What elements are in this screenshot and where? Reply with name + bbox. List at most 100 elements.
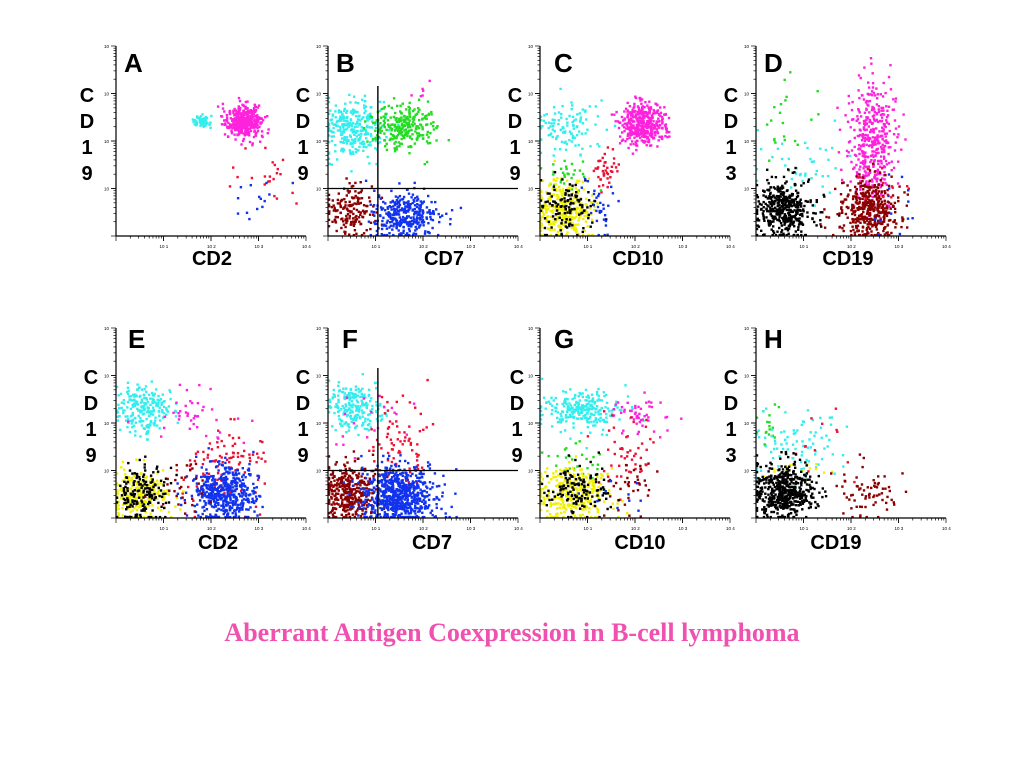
data-point-darkred — [858, 207, 862, 210]
data-point-yellow — [576, 191, 580, 195]
data-point-cyan — [345, 109, 349, 113]
data-point-darkred — [825, 215, 828, 219]
data-point-yellow — [150, 491, 153, 495]
data-point-magenta — [871, 94, 874, 97]
data-point-black — [772, 194, 775, 197]
data-point-black — [565, 189, 568, 192]
data-point-red — [598, 159, 601, 163]
data-point-magenta — [163, 426, 166, 430]
data-point-yellow — [541, 211, 545, 214]
data-point-magenta — [626, 122, 629, 126]
data-point-darkred — [842, 224, 846, 227]
data-point-blue — [380, 233, 383, 236]
data-point-black — [760, 229, 763, 232]
data-point-cyan — [382, 100, 386, 104]
data-point-magenta — [422, 89, 425, 92]
data-point-cyan — [210, 114, 213, 118]
data-point-cyan — [397, 123, 400, 127]
y-tick-label: 10 — [528, 44, 534, 49]
data-point-cyan — [122, 411, 125, 415]
data-point-blue — [372, 204, 376, 207]
data-point-green — [397, 141, 400, 144]
data-point-black — [798, 217, 801, 220]
data-point-magenta — [855, 119, 858, 122]
data-point-darkred — [344, 204, 347, 207]
data-point-yellow — [587, 177, 591, 180]
data-point-magenta — [237, 116, 240, 119]
data-point-magenta — [882, 174, 886, 177]
data-point-cyan — [550, 122, 553, 125]
data-point-cyan — [205, 122, 208, 126]
data-point-magenta — [237, 108, 241, 112]
data-point-cyan — [158, 427, 161, 430]
data-point-black — [567, 206, 571, 209]
data-point-red — [606, 172, 610, 176]
data-point-yellow — [578, 216, 581, 220]
data-point-darkred — [861, 197, 864, 200]
data-point-darkred — [897, 196, 900, 199]
data-point-blue — [391, 217, 394, 221]
data-point-red — [611, 170, 614, 173]
data-point-magenta — [646, 132, 649, 135]
data-point-darkred — [852, 206, 856, 209]
data-point-darkred — [889, 202, 893, 205]
data-point-cyan — [605, 128, 608, 131]
data-point-cyan — [539, 138, 543, 141]
data-point-darkred — [374, 219, 377, 223]
data-point-yellow — [584, 203, 588, 206]
data-point-black — [784, 199, 787, 202]
data-point-red — [594, 167, 597, 170]
y-axis-label-char: 1 — [725, 137, 737, 159]
data-point-green — [379, 122, 382, 125]
data-point-blue — [415, 218, 418, 221]
data-point-black — [563, 200, 567, 203]
data-point-magenta — [858, 121, 861, 125]
data-point-magenta — [175, 401, 178, 404]
data-point-black — [553, 200, 556, 203]
data-point-darkred — [345, 217, 348, 220]
data-point-darkred — [335, 229, 338, 233]
data-point-red — [221, 461, 224, 464]
data-point-green — [566, 172, 569, 175]
data-point-blue — [432, 211, 435, 214]
data-point-darkred — [874, 216, 877, 219]
data-point-magenta — [644, 110, 648, 114]
data-point-red — [606, 166, 609, 169]
data-point-cyan — [132, 402, 136, 406]
data-point-magenta — [634, 96, 638, 100]
data-point-cyan — [143, 396, 146, 400]
data-point-magenta — [240, 130, 243, 134]
data-point-cyan — [813, 204, 816, 207]
data-point-magenta — [250, 126, 253, 129]
data-point-green — [387, 123, 390, 126]
data-point-cyan — [360, 129, 363, 132]
data-point-darkred — [877, 201, 880, 204]
data-point-yellow — [126, 494, 130, 498]
data-point-darkred — [844, 198, 848, 201]
data-point-magenta — [879, 192, 883, 196]
data-point-black — [543, 226, 547, 230]
data-point-yellow — [541, 215, 544, 218]
data-point-magenta — [640, 113, 643, 116]
data-point-black — [762, 214, 765, 217]
data-point-green — [384, 117, 387, 120]
data-point-magenta — [238, 119, 241, 123]
data-point-yellow — [559, 213, 562, 217]
data-point-magenta — [864, 160, 867, 164]
data-point-black — [762, 233, 765, 237]
data-point-yellow — [137, 494, 141, 497]
data-point-magenta — [621, 119, 625, 122]
data-point-green — [817, 113, 820, 116]
data-point-magenta — [876, 93, 880, 96]
data-point-blue — [415, 210, 418, 213]
data-point-green — [393, 129, 397, 132]
data-point-magenta — [178, 383, 182, 387]
data-point-darkred — [864, 199, 867, 202]
data-point-magenta — [623, 117, 626, 120]
data-point-black — [797, 202, 800, 205]
data-point-blue — [399, 232, 402, 235]
data-point-black — [819, 211, 822, 214]
data-point-black — [794, 198, 797, 201]
